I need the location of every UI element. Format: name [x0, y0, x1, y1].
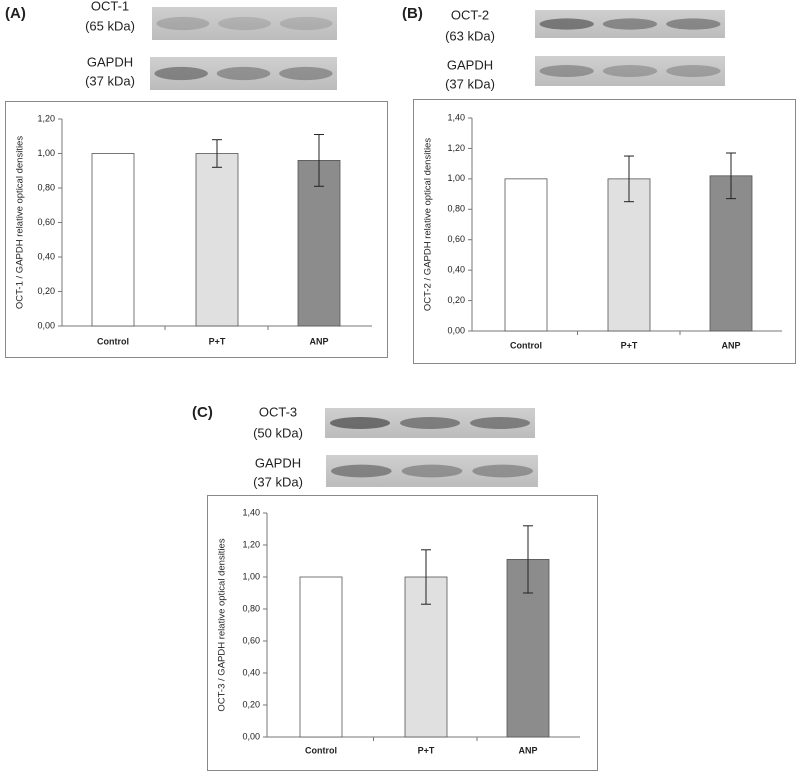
- panel-label: (B): [402, 5, 423, 22]
- blot-image: [535, 56, 725, 86]
- error-bar: [523, 525, 533, 594]
- error-bar: [726, 152, 736, 200]
- y-axis-title: OCT-2 / GAPDH relative optical densities: [423, 138, 434, 311]
- bar: [709, 175, 753, 332]
- y-tick-label: 0,60: [37, 217, 55, 227]
- chart-frame: [413, 99, 796, 364]
- panel-label: (A): [5, 5, 26, 22]
- y-tick-label: 1,00: [242, 571, 260, 581]
- panel: (B) OCT-2 (63 kDa) GAPDH (37 kDa) 0,00 0,20 0,4…: [402, 5, 796, 364]
- y-tick-label: 0,40: [37, 251, 55, 261]
- y-tick-label: 0,80: [447, 204, 465, 214]
- y-tick-label: 0,60: [242, 635, 260, 645]
- x-tick-label: Control: [510, 340, 542, 350]
- x-tick-label: ANP: [309, 336, 328, 346]
- bar: [299, 576, 343, 738]
- blot-band: [330, 417, 390, 429]
- y-axis-title: OCT-3 / GAPDH relative optical densities: [217, 538, 228, 711]
- y-tick-label: 1,00: [37, 148, 55, 158]
- blot-band: [331, 464, 392, 478]
- x-tick-label: ANP: [518, 745, 537, 755]
- bar: [91, 153, 135, 327]
- blot-size: (65 kDa): [85, 18, 135, 33]
- y-tick-label: 0,40: [242, 667, 260, 677]
- blot-band: [470, 417, 530, 429]
- blot-band: [156, 16, 210, 31]
- bar: [195, 153, 239, 327]
- x-tick-label: P+T: [209, 336, 226, 346]
- y-tick-label: 0,00: [447, 325, 465, 335]
- x-tick-label: P+T: [621, 340, 638, 350]
- x-tick-label: Control: [305, 745, 337, 755]
- blot-band: [279, 66, 333, 81]
- blot-label: OCT-2: [451, 7, 489, 22]
- blot-band: [218, 16, 271, 31]
- y-tick-label: 1,40: [447, 112, 465, 122]
- blot-size: (37 kDa): [253, 474, 303, 489]
- y-tick-label: 0,40: [447, 265, 465, 275]
- error-bar: [212, 139, 222, 168]
- y-tick-label: 0,60: [447, 234, 465, 244]
- blot-band: [602, 65, 658, 77]
- panel-label: (C): [192, 404, 213, 421]
- blot-band: [539, 65, 594, 77]
- x-tick-label: Control: [97, 336, 129, 346]
- panel: (C) OCT-3 (50 kDa) GAPDH (37 kDa) 0,00 0,20 0,4…: [192, 404, 598, 771]
- blot-band: [154, 66, 208, 81]
- blot-band: [216, 66, 271, 81]
- blot-band: [279, 16, 333, 31]
- bar: [297, 159, 341, 327]
- chart-frame: [5, 101, 388, 358]
- bar: [504, 178, 548, 332]
- x-tick-label: P+T: [418, 745, 435, 755]
- error-bar: [624, 155, 634, 203]
- y-tick-label: 0,80: [242, 603, 260, 613]
- blot-label: GAPDH: [87, 54, 133, 69]
- blot-band: [400, 417, 460, 429]
- blot-label: GAPDH: [447, 57, 493, 72]
- blot-label: GAPDH: [255, 455, 301, 470]
- chart-frame: [207, 495, 598, 771]
- y-axis-title: OCT-1 / GAPDH relative optical densities: [15, 136, 26, 309]
- y-tick-label: 1,40: [242, 507, 260, 517]
- blot-band: [472, 464, 533, 478]
- blot-band: [666, 65, 721, 77]
- blot-label: OCT-3: [259, 404, 297, 419]
- y-tick-label: 1,20: [37, 113, 55, 123]
- y-tick-label: 0,80: [37, 182, 55, 192]
- blot-size: (37 kDa): [445, 76, 495, 91]
- blot-band: [602, 18, 658, 30]
- blot-size: (63 kDa): [445, 28, 495, 43]
- blot-band: [539, 18, 594, 30]
- panel: (A) OCT-1 (65 kDa) GAPDH (37 kDa) 0,00 0,20 0,4…: [5, 0, 388, 358]
- y-tick-label: 0,00: [37, 320, 55, 330]
- blot-image: [152, 7, 337, 40]
- blot-band: [666, 18, 721, 30]
- blot-band: [401, 464, 463, 478]
- y-tick-label: 1,20: [242, 539, 260, 549]
- blot-size: (50 kDa): [253, 425, 303, 440]
- y-tick-label: 0,00: [242, 731, 260, 741]
- error-bar: [421, 549, 431, 605]
- y-tick-label: 1,00: [447, 173, 465, 183]
- error-bar: [314, 134, 324, 187]
- x-tick-label: ANP: [721, 340, 740, 350]
- y-tick-label: 1,20: [447, 143, 465, 153]
- y-tick-label: 0,20: [447, 295, 465, 305]
- blot-label: OCT-1: [91, 0, 129, 13]
- y-tick-label: 0,20: [242, 699, 260, 709]
- blot-size: (37 kDa): [85, 73, 135, 88]
- y-tick-label: 0,20: [37, 286, 55, 296]
- bar: [607, 178, 651, 332]
